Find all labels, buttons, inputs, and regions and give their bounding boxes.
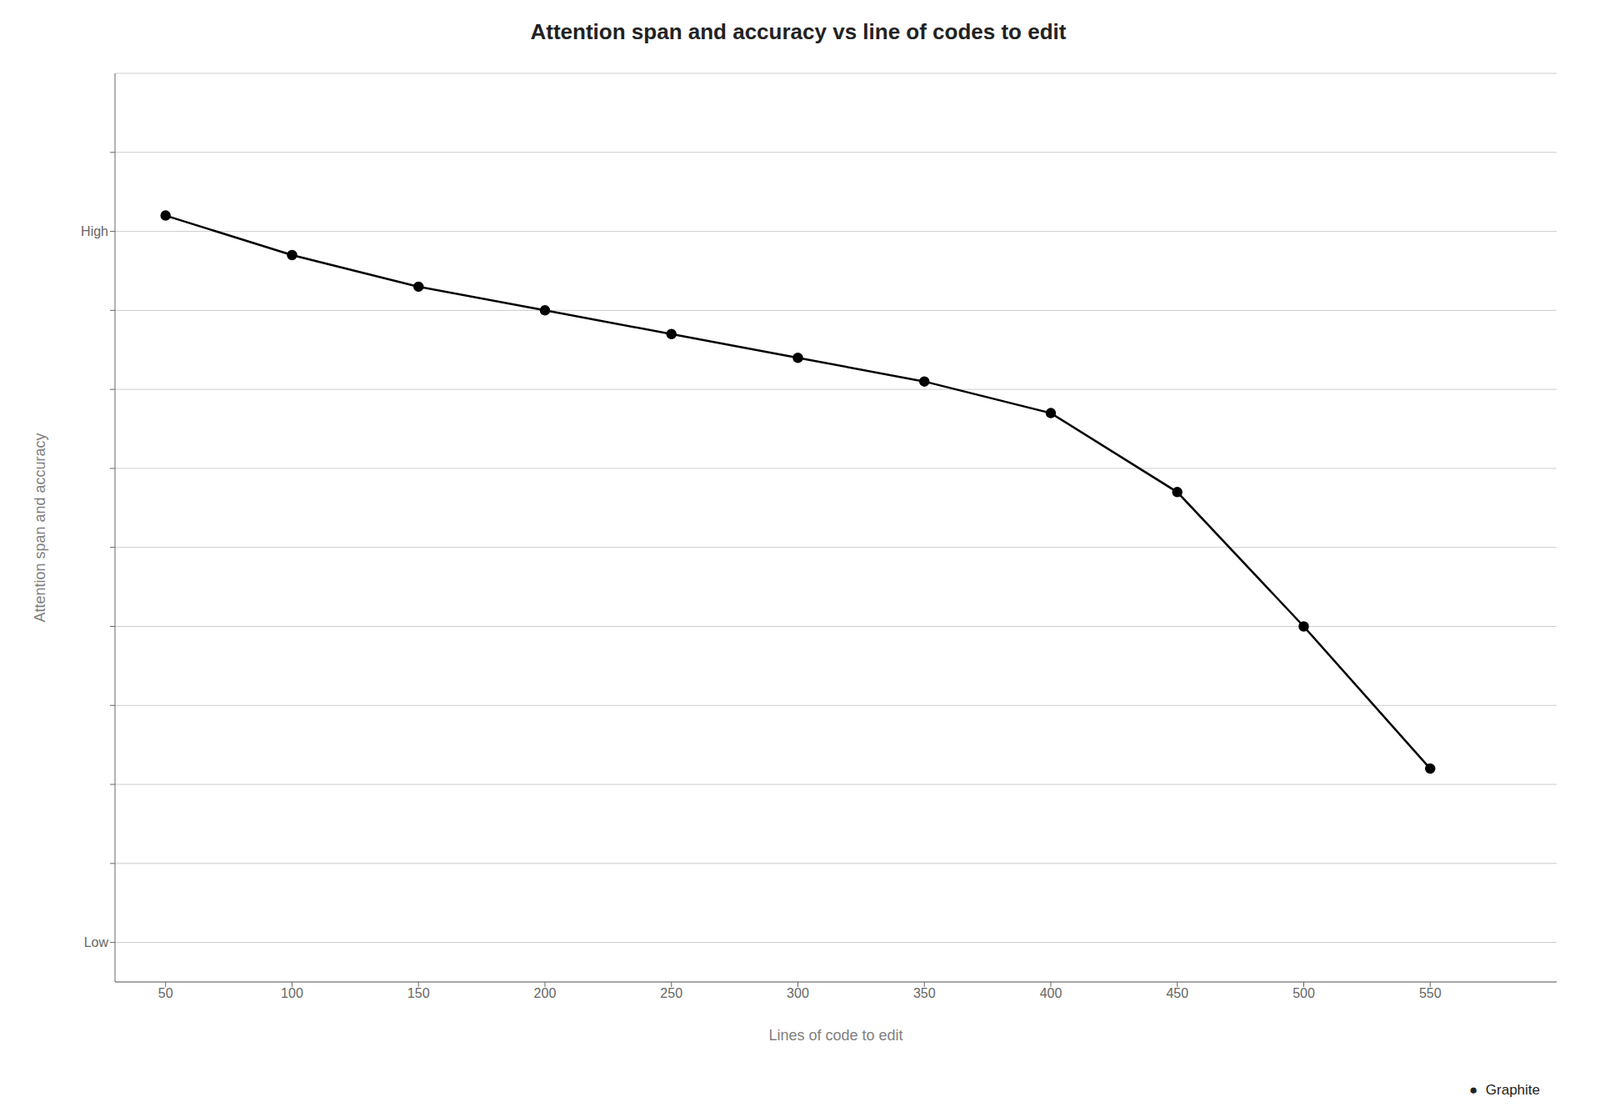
svg-text:Low: Low (84, 935, 110, 950)
svg-text:Attention span and accuracy: Attention span and accuracy (31, 432, 49, 622)
html-text:● Graphite: ● Graphite (1469, 1081, 1540, 1098)
svg-text:200: 200 (534, 985, 557, 1000)
svg-text:400: 400 (1040, 985, 1063, 1000)
svg-text:450: 450 (1165, 985, 1189, 1000)
svg-text:100: 100 (280, 985, 304, 1000)
svg-text:50: 50 (158, 985, 174, 1000)
svg-text:250: 250 (660, 985, 683, 1000)
svg-text:350: 350 (913, 985, 936, 1000)
html-text:Attention span and accuracy vs: Attention span and accuracy vs line of c… (530, 19, 1067, 45)
svg-text:Lines of code to edit: Lines of code to edit (768, 1026, 903, 1044)
svg-text:500: 500 (1292, 985, 1315, 1000)
svg-text:550: 550 (1419, 985, 1442, 1000)
svg-text:150: 150 (407, 985, 430, 1000)
svg-text:300: 300 (786, 985, 810, 1000)
svg-text:High: High (80, 224, 109, 239)
